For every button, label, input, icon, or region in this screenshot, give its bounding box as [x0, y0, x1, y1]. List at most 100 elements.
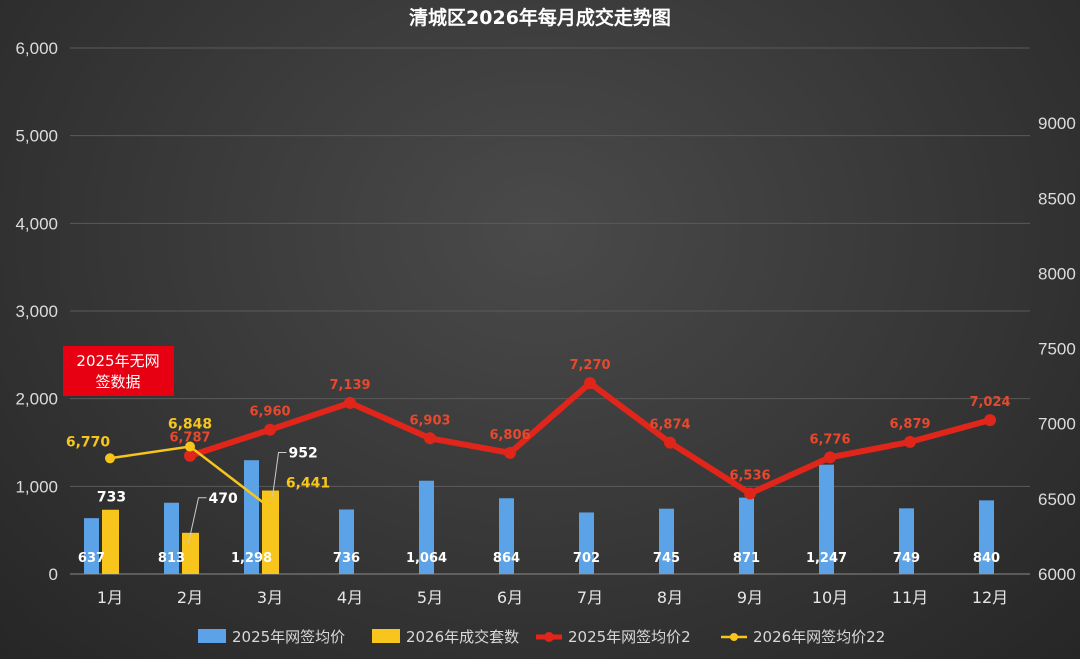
bar-2025-price — [819, 464, 834, 574]
line-2025-label: 6,960 — [249, 405, 290, 420]
legend-label: 2026年成交套数 — [406, 628, 519, 646]
chart-title: 清城区2026年每月成交走势图 — [409, 6, 671, 29]
bar-2025-price — [659, 508, 674, 574]
bar-2025-label: 749 — [893, 551, 920, 566]
x-tick-label: 9月 — [737, 588, 763, 607]
x-tick-label: 6月 — [497, 588, 523, 607]
note-text: 2025年无网 — [76, 352, 159, 370]
bar-2025-price — [979, 500, 994, 574]
bar-2025-label: 1,064 — [406, 551, 447, 566]
legend-swatch-bar — [198, 629, 226, 643]
point-2025-price2 — [984, 414, 996, 427]
point-2026-price22 — [185, 441, 195, 452]
line-2025-label: 6,806 — [489, 428, 530, 443]
bar-2025-price — [244, 460, 259, 574]
bar-2025-label: 1,247 — [806, 551, 847, 566]
line-2025-label: 6,536 — [729, 468, 770, 483]
line-2025-label: 7,139 — [329, 378, 370, 393]
line-2025-label: 6,776 — [809, 432, 850, 447]
legend: 2025年网签均价 2026年成交套数 2025年网签均价2 2026年网签均价22 — [198, 628, 885, 646]
right-tick-label: 9000 — [1038, 114, 1076, 133]
bar-2025-price — [164, 502, 179, 574]
left-tick-label: 1,000 — [15, 477, 58, 496]
x-tick-label: 3月 — [257, 588, 283, 607]
point-2026-price22 — [265, 502, 275, 513]
point-2025-price2 — [264, 423, 276, 436]
point-2025-price2 — [824, 451, 836, 464]
note-box — [63, 346, 174, 396]
bar-2026-count — [262, 490, 279, 574]
bar-2025-label: 745 — [653, 551, 680, 566]
bar-2025-label: 702 — [573, 551, 600, 566]
bar-2025-price — [419, 480, 434, 574]
line-2026-label: 6,441 — [286, 476, 330, 492]
point-2025-price2 — [904, 435, 916, 448]
bar-2025-label: 736 — [333, 551, 360, 566]
bar-2026-label: 470 — [209, 491, 238, 507]
right-tick-label: 7500 — [1038, 340, 1076, 359]
x-tick-label: 10月 — [812, 588, 848, 607]
point-2025-price2 — [504, 446, 516, 459]
bar-2026-label: 733 — [97, 490, 126, 506]
x-tick-label: 12月 — [972, 588, 1008, 607]
bar-2025-label: 840 — [973, 551, 1000, 566]
data-labels: 637 813 1,298 736 1,064 864 702 745 871 1,247 749 8… — [66, 358, 1011, 566]
bar-2025-price — [899, 508, 914, 574]
line-2025-label: 7,024 — [969, 395, 1010, 410]
left-tick-label: 3,000 — [15, 302, 58, 321]
point-2025-price2 — [664, 436, 676, 449]
point-2025-price2 — [744, 487, 756, 500]
bar-2025-price — [339, 509, 354, 574]
right-tick-label: 8000 — [1038, 264, 1076, 283]
right-axis-ticks: 6000 6500 7000 7500 8000 8500 9000 — [1038, 114, 1076, 584]
label-leader-line — [188, 497, 207, 543]
right-tick-label: 7000 — [1038, 415, 1076, 434]
bar-2025-price — [499, 498, 514, 574]
left-axis-ticks: 0 1,000 2,000 3,000 4,000 5,000 6,000 — [15, 39, 58, 584]
bar-2025-label: 864 — [493, 551, 520, 566]
legend-label: 2025年网签均价2 — [568, 628, 691, 646]
left-tick-label: 5,000 — [15, 127, 58, 146]
bar-2025-label: 637 — [78, 551, 105, 566]
left-tick-label: 4,000 — [15, 214, 58, 233]
right-tick-label: 6500 — [1038, 490, 1076, 509]
left-tick-label: 6,000 — [15, 39, 58, 58]
line-2025-label: 6,903 — [409, 413, 450, 428]
line-2026-label: 6,770 — [66, 434, 111, 450]
bar-2025-label: 1,298 — [231, 551, 272, 566]
bars — [84, 460, 994, 574]
x-tick-label: 11月 — [892, 588, 928, 607]
label-leader-line — [272, 452, 287, 497]
legend-swatch-marker — [544, 632, 554, 642]
line-2026-label: 6,848 — [168, 417, 212, 433]
bar-2025-label: 813 — [158, 551, 185, 566]
gridlines — [70, 47, 1030, 575]
lines — [105, 377, 996, 513]
legend-label: 2026年网签均价22 — [753, 628, 885, 646]
line-2025-label: 7,270 — [569, 358, 610, 373]
bar-2026-count — [182, 532, 199, 574]
right-tick-label: 6000 — [1038, 565, 1076, 584]
line-2025-label: 6,874 — [649, 418, 690, 433]
bar-2025-price — [579, 512, 594, 574]
note-text: 签数据 — [95, 373, 140, 391]
point-2025-price2 — [344, 396, 356, 409]
line-2025-label: 6,879 — [889, 417, 930, 432]
point-2025-price2 — [424, 432, 436, 445]
x-tick-label: 1月 — [97, 588, 123, 607]
bar-2025-label: 871 — [733, 551, 760, 566]
point-2025-price2 — [184, 449, 196, 462]
x-tick-label: 5月 — [417, 588, 443, 607]
legend-label: 2025年网签均价 — [232, 628, 345, 646]
bar-2025-price — [739, 497, 754, 574]
point-2025-price2 — [584, 377, 596, 390]
x-axis-ticks: 1月 2月 3月 4月 5月 6月 7月 8月 9月 10月 11月 12月 — [97, 588, 1008, 607]
bar-2026-label: 952 — [289, 446, 318, 462]
x-tick-label: 7月 — [577, 588, 603, 607]
x-tick-label: 4月 — [337, 588, 363, 607]
point-2026-price22 — [105, 453, 115, 464]
line-2025-label: 6,787 — [169, 431, 210, 446]
